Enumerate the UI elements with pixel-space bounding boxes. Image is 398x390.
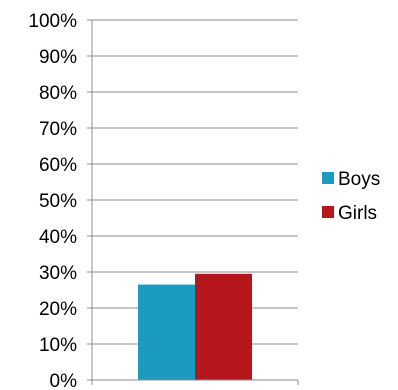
y-tick-label: 0% [50, 371, 78, 390]
bar-boys [138, 284, 195, 380]
y-tick-label: 40% [39, 227, 77, 248]
y-tick-label: 80% [39, 83, 77, 104]
gridlines [92, 19, 298, 345]
legend-swatch-girls [322, 206, 334, 218]
y-tick-label: 100% [28, 11, 77, 32]
y-tick-label: 70% [39, 119, 77, 140]
y-axis-ticks: 0% 10% 20% 30% 40% 50% 60% 70% 80% 90% 100% [28, 11, 92, 390]
legend: Boys Girls [322, 169, 380, 224]
legend-label-girls: Girls [338, 203, 377, 224]
y-tick-label: 50% [39, 191, 77, 212]
legend-swatch-boys [322, 172, 334, 184]
y-tick-label: 20% [39, 299, 77, 320]
bars [138, 273, 252, 380]
y-tick-label: 30% [39, 263, 77, 284]
legend-label-boys: Boys [338, 169, 380, 190]
bar-girls [195, 273, 252, 380]
y-tick-label: 60% [39, 155, 77, 176]
y-tick-label: 10% [39, 335, 77, 356]
y-tick-label: 90% [39, 47, 77, 68]
axes [91, 20, 299, 385]
